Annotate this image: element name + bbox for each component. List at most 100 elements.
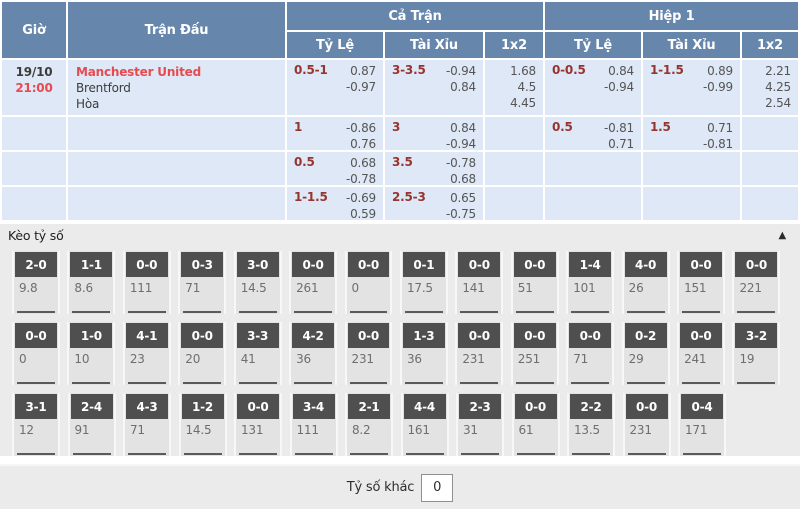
score-chip[interactable]: 3-4 111 <box>289 393 338 456</box>
full-match-1x2-cell <box>485 187 543 220</box>
match-time-cell <box>2 187 66 220</box>
col-header-ft-over-under: Tài Xỉu <box>385 32 483 58</box>
score-odds: 101 <box>573 281 596 295</box>
chip-underline <box>682 311 720 313</box>
score-chip[interactable]: 0-0 231 <box>455 322 504 385</box>
score-chip[interactable]: 4-0 26 <box>621 251 670 314</box>
first-half-1x2-cell <box>742 187 798 220</box>
first-half-handicap-cell[interactable]: 0.5 -0.81 0.71 <box>545 117 641 150</box>
score-label: 3-4 <box>292 394 335 419</box>
full-match-handicap-cell[interactable]: 0.5-1 0.87 -0.97 <box>287 60 383 115</box>
chip-underline <box>183 453 222 455</box>
score-chip[interactable]: 0-0 71 <box>566 322 615 385</box>
score-chip[interactable]: 4-2 36 <box>289 322 338 385</box>
full-match-over-under-cell[interactable]: 3.5 -0.78 0.68 <box>385 152 483 185</box>
chip-underline <box>515 382 554 384</box>
score-chip[interactable]: 4-1 23 <box>122 322 171 385</box>
score-chip[interactable]: 0-0 61 <box>511 393 560 456</box>
full-match-handicap-cell[interactable]: 0.5 0.68 -0.78 <box>287 152 383 185</box>
score-chip[interactable]: 0-0 0 <box>12 322 60 385</box>
score-odds: 141 <box>462 281 485 295</box>
score-chip[interactable]: 0-0 141 <box>455 251 504 314</box>
chip-underline <box>127 311 166 313</box>
score-odds: 8.6 <box>74 281 93 295</box>
score-chip[interactable]: 0-0 251 <box>510 322 559 385</box>
score-label: 0-0 <box>513 252 556 277</box>
score-label: 4-3 <box>126 394 168 419</box>
score-label: 2-0 <box>15 252 57 277</box>
score-odds: 221 <box>739 281 762 295</box>
chip-underline <box>461 453 499 455</box>
score-label: 1-1 <box>70 252 113 277</box>
score-chip[interactable]: 0-0 51 <box>510 251 559 314</box>
collapse-arrow-icon[interactable]: ▲ <box>778 229 787 241</box>
full-match-1x2-cell <box>485 152 543 185</box>
full-match-over-under-cell[interactable]: 3-3.5 -0.94 0.84 <box>385 60 483 115</box>
first-half-handicap-cell <box>545 152 641 185</box>
full-match-handicap-cell[interactable]: 1 -0.86 0.76 <box>287 117 383 150</box>
score-chip[interactable]: 1-2 14.5 <box>178 393 227 456</box>
score-chip[interactable]: 0-3 71 <box>178 251 227 314</box>
score-chip[interactable]: 0-0 151 <box>677 251 725 314</box>
score-chip-row: 3-1 12 2-4 91 4-3 71 1-2 14.5 0-0 131 3-4 111 2-1 8.2… <box>12 393 788 456</box>
other-score-input[interactable] <box>421 473 454 502</box>
score-chip[interactable]: 0-0 111 <box>122 251 171 314</box>
chip-underline <box>737 311 776 313</box>
score-label: 0-0 <box>181 323 224 348</box>
score-label: 0-0 <box>514 394 557 419</box>
score-chip[interactable]: 2-3 31 <box>456 393 504 456</box>
score-chip[interactable]: 0-2 29 <box>621 322 670 385</box>
score-label: 2-3 <box>459 394 501 419</box>
score-chip[interactable]: 0-1 17.5 <box>399 251 448 314</box>
score-chip[interactable]: 2-0 9.8 <box>12 251 60 314</box>
first-half-over-under-cell[interactable]: 1-1.5 0.89 -0.99 <box>643 60 740 115</box>
score-chip[interactable]: 2-1 8.2 <box>345 393 393 456</box>
score-label: 1-3 <box>402 323 445 348</box>
score-chip[interactable]: 3-2 19 <box>732 322 781 385</box>
chip-underline <box>626 382 665 384</box>
full-match-handicap-cell[interactable]: 1-1.5 -0.69 0.59 <box>287 187 383 220</box>
score-chip[interactable]: 0-0 0 <box>344 251 393 314</box>
score-chip[interactable]: 4-4 161 <box>400 393 449 456</box>
score-chip[interactable]: 1-3 36 <box>399 322 448 385</box>
score-odds: 91 <box>74 423 90 437</box>
full-match-over-under-cell[interactable]: 3 0.84 -0.94 <box>385 117 483 150</box>
score-chip[interactable]: 0-0 20 <box>178 322 227 385</box>
chip-underline <box>72 382 111 384</box>
full-match-over-under-cell[interactable]: 2.5-3 0.65 -0.75 <box>385 187 483 220</box>
score-chip[interactable]: 0-0 231 <box>344 322 393 385</box>
score-chip[interactable]: 0-0 241 <box>677 322 725 385</box>
score-chip[interactable]: 4-3 71 <box>123 393 171 456</box>
score-odds: 71 <box>185 281 201 295</box>
score-chip[interactable]: 3-0 14.5 <box>233 251 282 314</box>
score-odds: 241 <box>684 352 707 366</box>
score-chip[interactable]: 0-0 231 <box>622 393 671 456</box>
score-chip[interactable]: 1-4 101 <box>566 251 615 314</box>
score-chip[interactable]: 1-1 8.6 <box>67 251 116 314</box>
score-chip[interactable]: 2-2 13.5 <box>567 393 615 456</box>
score-chip[interactable]: 1-0 10 <box>67 322 116 385</box>
chip-underline <box>516 453 555 455</box>
score-chip[interactable]: 0-4 171 <box>678 393 726 456</box>
first-half-1x2-cell[interactable]: 2.21 4.25 2.54 <box>742 60 798 115</box>
score-chip[interactable]: 3-1 12 <box>12 393 60 456</box>
score-section-header[interactable]: Kèo tỷ số ▲ <box>0 222 800 246</box>
score-label: 1-2 <box>181 394 224 419</box>
chip-underline <box>72 453 111 455</box>
full-match-1x2-cell[interactable]: 1.68 4.5 4.45 <box>485 60 543 115</box>
first-half-over-under-cell[interactable]: 1.5 0.71 -0.81 <box>643 117 740 150</box>
score-chip[interactable]: 0-0 221 <box>732 251 781 314</box>
score-odds: 13.5 <box>574 423 600 437</box>
score-chip[interactable]: 2-4 91 <box>67 393 116 456</box>
score-chip[interactable]: 0-0 261 <box>289 251 338 314</box>
draw-label: Hòa <box>76 97 100 111</box>
score-chip[interactable]: 3-3 41 <box>233 322 282 385</box>
score-chip[interactable]: 0-0 131 <box>234 393 282 456</box>
score-odds: 26 <box>628 281 644 295</box>
first-half-handicap-cell[interactable]: 0-0.5 0.84 -0.94 <box>545 60 641 115</box>
score-odds: 36 <box>296 352 311 366</box>
first-half-over-under-cell <box>643 187 740 220</box>
chip-underline <box>238 382 277 384</box>
score-label: 0-0 <box>680 252 722 277</box>
score-label: 0-0 <box>15 323 57 348</box>
